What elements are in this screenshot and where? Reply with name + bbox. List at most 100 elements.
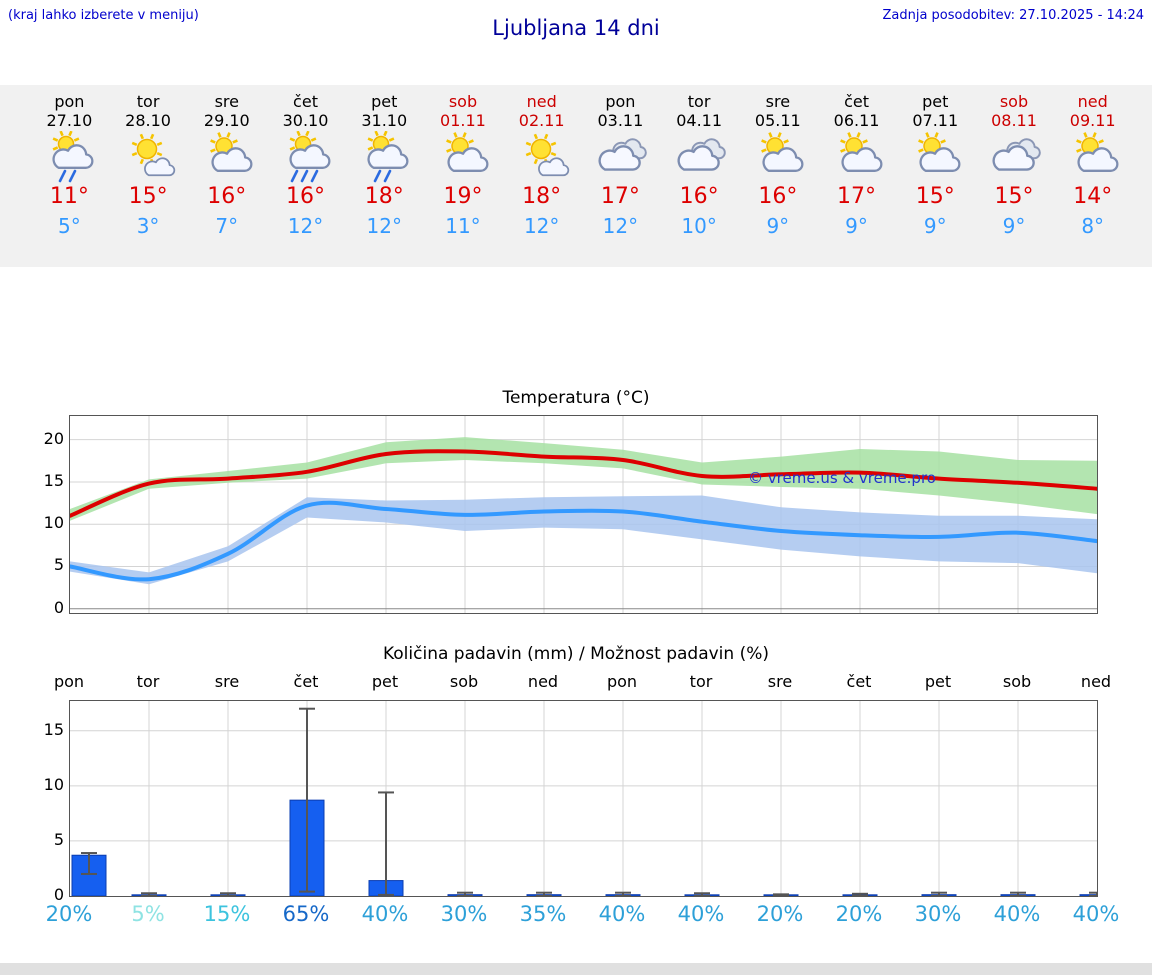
cloud bbox=[1077, 147, 1119, 172]
day-high-temp: 14° bbox=[1073, 184, 1113, 209]
rain-drops bbox=[59, 169, 77, 183]
forecast-day-8: pon 03.11 17° 12° bbox=[581, 85, 660, 267]
max-temp-line bbox=[70, 449, 1097, 518]
precip-probability-3: 15% bbox=[203, 902, 251, 926]
day-name: ned bbox=[526, 92, 557, 111]
day-name: tor bbox=[136, 92, 160, 111]
precip-probability-12: 30% bbox=[914, 902, 962, 926]
day-high-temp: 17° bbox=[837, 184, 877, 209]
forecast-day-11: čet 06.11 17° 9° bbox=[817, 85, 896, 267]
min-temp-line bbox=[70, 500, 1097, 582]
precip-day-label-3: sre bbox=[214, 672, 240, 691]
forecast-day-10: sre 05.11 16° 9° bbox=[738, 85, 817, 267]
cloud bbox=[598, 145, 642, 171]
day-low-temp: 9° bbox=[766, 214, 790, 239]
day-name: čet bbox=[293, 92, 318, 111]
day-date: 06.11 bbox=[833, 111, 880, 130]
day-low-temp: 11° bbox=[445, 214, 481, 239]
sun-cloud-rain-icon bbox=[30, 130, 109, 185]
cloud bbox=[992, 145, 1035, 171]
day-low-temp: 3° bbox=[136, 214, 160, 239]
precip-probability-11: 20% bbox=[835, 902, 883, 926]
precip-day-label-14: ned bbox=[1080, 672, 1112, 691]
precip-probability-8: 40% bbox=[598, 902, 646, 926]
precipitation-chart-title: Količina padavin (mm) / Možnost padavin … bbox=[382, 644, 769, 664]
rain-drops bbox=[373, 169, 392, 183]
precip-probability-9: 40% bbox=[677, 902, 725, 926]
temp-ytick-20: 20 bbox=[43, 428, 64, 448]
forecast-day-4: čet 30.10 16° 12° bbox=[266, 85, 345, 267]
day-date: 05.11 bbox=[754, 111, 801, 130]
day-date: 07.11 bbox=[912, 111, 959, 130]
forecast-day-6: sob 01.11 19° 11° bbox=[424, 85, 503, 267]
temperature-chart-title: Temperatura (°C) bbox=[502, 388, 650, 408]
cloudy-icon bbox=[975, 131, 1054, 185]
day-name: pon bbox=[54, 92, 85, 111]
sun-cloud-icon bbox=[1053, 131, 1132, 185]
day-date: 27.10 bbox=[46, 111, 93, 130]
forecast-day-12: pet 07.11 15° 9° bbox=[896, 85, 975, 267]
cloud bbox=[919, 147, 961, 172]
day-name: ned bbox=[1077, 92, 1108, 111]
precip-ytick-0: 0 bbox=[53, 885, 64, 904]
sun-cloud-icon bbox=[424, 131, 503, 185]
precipitation-chart bbox=[69, 700, 1098, 897]
day-name: sob bbox=[448, 92, 478, 111]
day-high-temp: 11° bbox=[49, 184, 89, 209]
cloud bbox=[447, 147, 489, 172]
day-name: pon bbox=[605, 92, 636, 111]
cloudy-icon bbox=[581, 131, 660, 185]
menu-hint: (kraj lahko izberete v meniju) bbox=[8, 8, 199, 23]
day-name: sob bbox=[999, 92, 1029, 111]
day-date: 04.11 bbox=[676, 111, 723, 130]
cloudy-icon bbox=[660, 131, 739, 185]
max-temp-range bbox=[70, 437, 1097, 521]
day-high-temp: 15° bbox=[915, 184, 955, 209]
rain-drops bbox=[290, 169, 318, 183]
page-title: Ljubljana 14 dni bbox=[492, 16, 660, 40]
forecast-day-7: ned 02.11 18° 12° bbox=[502, 85, 581, 267]
temp-ytick-5: 5 bbox=[53, 555, 64, 575]
day-low-temp: 12° bbox=[523, 214, 560, 239]
day-high-temp: 18° bbox=[522, 184, 562, 209]
day-high-temp: 16° bbox=[286, 184, 326, 209]
cloud bbox=[211, 147, 253, 172]
day-date: 03.11 bbox=[597, 111, 644, 130]
sun-small-cloud-icon bbox=[502, 131, 581, 185]
sun-cloud-icon bbox=[896, 131, 975, 185]
day-date: 08.11 bbox=[991, 111, 1037, 130]
day-high-temp: 19° bbox=[443, 184, 483, 209]
cloud bbox=[144, 157, 176, 177]
temp-ytick-0: 0 bbox=[53, 597, 64, 617]
day-high-temp: 17° bbox=[600, 184, 640, 209]
day-name: pet bbox=[922, 92, 949, 111]
last-update: Zadnja posodobitev: 27.10.2025 - 14:24 bbox=[882, 8, 1144, 23]
sun-cloud-icon bbox=[738, 131, 817, 185]
day-low-temp: 9° bbox=[923, 214, 947, 239]
precip-day-label-9: tor bbox=[689, 672, 713, 691]
temp-ytick-10: 10 bbox=[43, 513, 64, 533]
precip-probability-14: 40% bbox=[1072, 902, 1120, 926]
precip-day-label-10: sre bbox=[767, 672, 793, 691]
day-date: 30.10 bbox=[282, 111, 329, 130]
cloud bbox=[288, 144, 330, 169]
day-low-temp: 12° bbox=[287, 214, 324, 239]
forecast-day-9: tor 04.11 16° 10° bbox=[660, 85, 739, 267]
forecast-day-3: sre 29.10 16° 7° bbox=[187, 85, 266, 267]
cloud bbox=[762, 147, 804, 172]
precip-ytick-5: 5 bbox=[53, 829, 64, 849]
day-date: 29.10 bbox=[203, 111, 250, 130]
precip-probability-13: 40% bbox=[993, 902, 1041, 926]
cloud bbox=[677, 145, 720, 171]
day-low-temp: 10° bbox=[681, 214, 717, 239]
precip-day-label-1: pon bbox=[53, 672, 85, 691]
day-date: 28.10 bbox=[125, 111, 171, 130]
sun bbox=[131, 133, 163, 165]
precip-bar-14 bbox=[1079, 894, 1097, 896]
precip-probability-7: 35% bbox=[519, 902, 567, 926]
precip-day-label-7: ned bbox=[527, 672, 559, 691]
cloud bbox=[537, 157, 569, 177]
precip-day-label-5: pet bbox=[371, 672, 399, 691]
cloud bbox=[52, 144, 94, 169]
temperature-chart bbox=[69, 415, 1098, 614]
